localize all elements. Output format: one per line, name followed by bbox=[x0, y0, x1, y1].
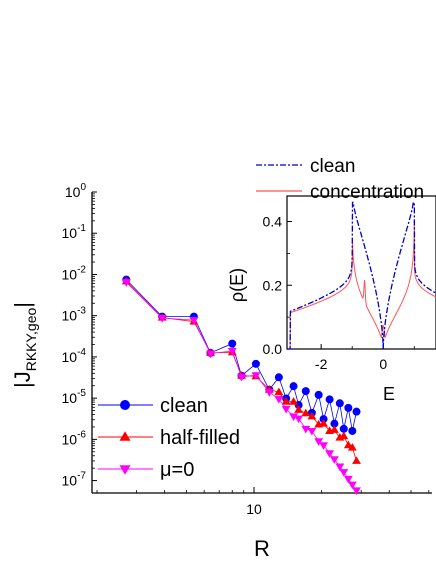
data-point bbox=[314, 390, 323, 399]
inset-x-tick-label: -2 bbox=[315, 356, 328, 372]
data-point bbox=[294, 415, 304, 424]
inset-series-concentration bbox=[287, 219, 436, 350]
inset-x-axis-label: E bbox=[383, 384, 395, 404]
main-y-tick-label: 10-5 bbox=[62, 388, 87, 406]
data-point bbox=[251, 372, 261, 380]
data-point bbox=[301, 387, 310, 396]
main-y-tick-label: 10-6 bbox=[62, 429, 87, 447]
data-point bbox=[344, 403, 353, 412]
main-y-axis-label-subscript: RKKY,geo bbox=[23, 308, 39, 372]
data-point bbox=[347, 481, 357, 490]
legend-label: clean bbox=[160, 395, 208, 417]
inset-legend-label: concentration bbox=[310, 182, 424, 203]
data-point bbox=[301, 425, 311, 434]
data-point bbox=[294, 405, 304, 413]
data-point bbox=[157, 314, 167, 323]
main-x-axis-label: R bbox=[254, 536, 270, 561]
main-y-tick-label: 100 bbox=[65, 182, 87, 200]
data-point bbox=[307, 427, 317, 436]
data-point bbox=[335, 463, 345, 472]
data-point bbox=[319, 442, 328, 450]
data-point bbox=[352, 487, 361, 495]
legend-label: half-filled bbox=[160, 427, 240, 449]
legend-marker bbox=[119, 431, 131, 441]
data-point bbox=[325, 395, 334, 404]
data-point bbox=[289, 382, 298, 391]
data-point bbox=[301, 408, 311, 417]
series-2 bbox=[121, 279, 361, 495]
data-point bbox=[251, 359, 260, 368]
data-point bbox=[274, 396, 284, 404]
inset-y-axis-label: ρ(E) bbox=[227, 268, 247, 302]
inset-series-clean bbox=[287, 201, 436, 350]
data-point bbox=[264, 389, 274, 397]
data-point bbox=[319, 419, 328, 427]
legend-marker bbox=[120, 400, 130, 410]
main-y-tick-label: 10-2 bbox=[62, 264, 87, 282]
data-point bbox=[348, 426, 357, 435]
data-point bbox=[227, 347, 237, 356]
data-point bbox=[330, 425, 339, 433]
data-point bbox=[281, 405, 291, 414]
data-point bbox=[343, 475, 353, 484]
data-point bbox=[289, 413, 298, 422]
legend-item: μ=0 bbox=[98, 459, 194, 481]
main-y-tick-label: 10-3 bbox=[62, 306, 87, 324]
data-point bbox=[289, 397, 298, 405]
legend-item: clean bbox=[98, 395, 208, 417]
data-point bbox=[314, 438, 324, 446]
data-point bbox=[330, 419, 339, 428]
inset-y-tick-label: 0.4 bbox=[263, 214, 283, 230]
data-point bbox=[274, 373, 283, 382]
data-point bbox=[274, 387, 284, 396]
main-y-axis-label: |JRKKY,geo| bbox=[10, 302, 39, 388]
legend-label: μ=0 bbox=[160, 459, 194, 481]
data-point bbox=[339, 424, 348, 433]
data-point bbox=[339, 431, 349, 440]
data-point bbox=[347, 443, 357, 451]
main-y-tick-label: 10-4 bbox=[62, 347, 87, 365]
data-point bbox=[339, 469, 349, 477]
main-x-tick-label: 10 bbox=[246, 501, 262, 517]
data-point bbox=[189, 317, 199, 325]
inset-legend-label: clean bbox=[310, 156, 355, 177]
data-point bbox=[307, 411, 317, 420]
data-point bbox=[121, 279, 131, 287]
inset-legend-item: concentration bbox=[256, 182, 424, 203]
data-point bbox=[325, 450, 334, 458]
data-point bbox=[330, 456, 339, 464]
inset-y-tick-label: 0.0 bbox=[263, 341, 283, 357]
data-point bbox=[237, 373, 246, 382]
data-point bbox=[352, 456, 361, 464]
data-point bbox=[281, 397, 291, 405]
inset-legend-item: clean bbox=[256, 156, 355, 177]
data-point bbox=[228, 339, 237, 348]
data-point bbox=[352, 407, 361, 416]
legend-item: half-filled bbox=[98, 427, 240, 449]
inset-frame bbox=[286, 195, 436, 350]
data-point bbox=[335, 399, 344, 408]
legend-marker bbox=[119, 465, 131, 475]
data-point bbox=[206, 350, 215, 359]
inset-chart: 0.0 0.2 0.4 -2 0 clean concentration bbox=[256, 156, 436, 372]
main-chart: 100 10-1 10-2 10-3 10-4 10-5 10-6 10-7 10 clean ha… bbox=[62, 182, 432, 517]
inset-x-tick-label: 0 bbox=[379, 356, 387, 372]
main-y-tick-label: 10-1 bbox=[62, 223, 87, 241]
inset-y-tick-label: 0.2 bbox=[263, 277, 283, 293]
main-y-tick-label: 10-7 bbox=[62, 471, 87, 489]
